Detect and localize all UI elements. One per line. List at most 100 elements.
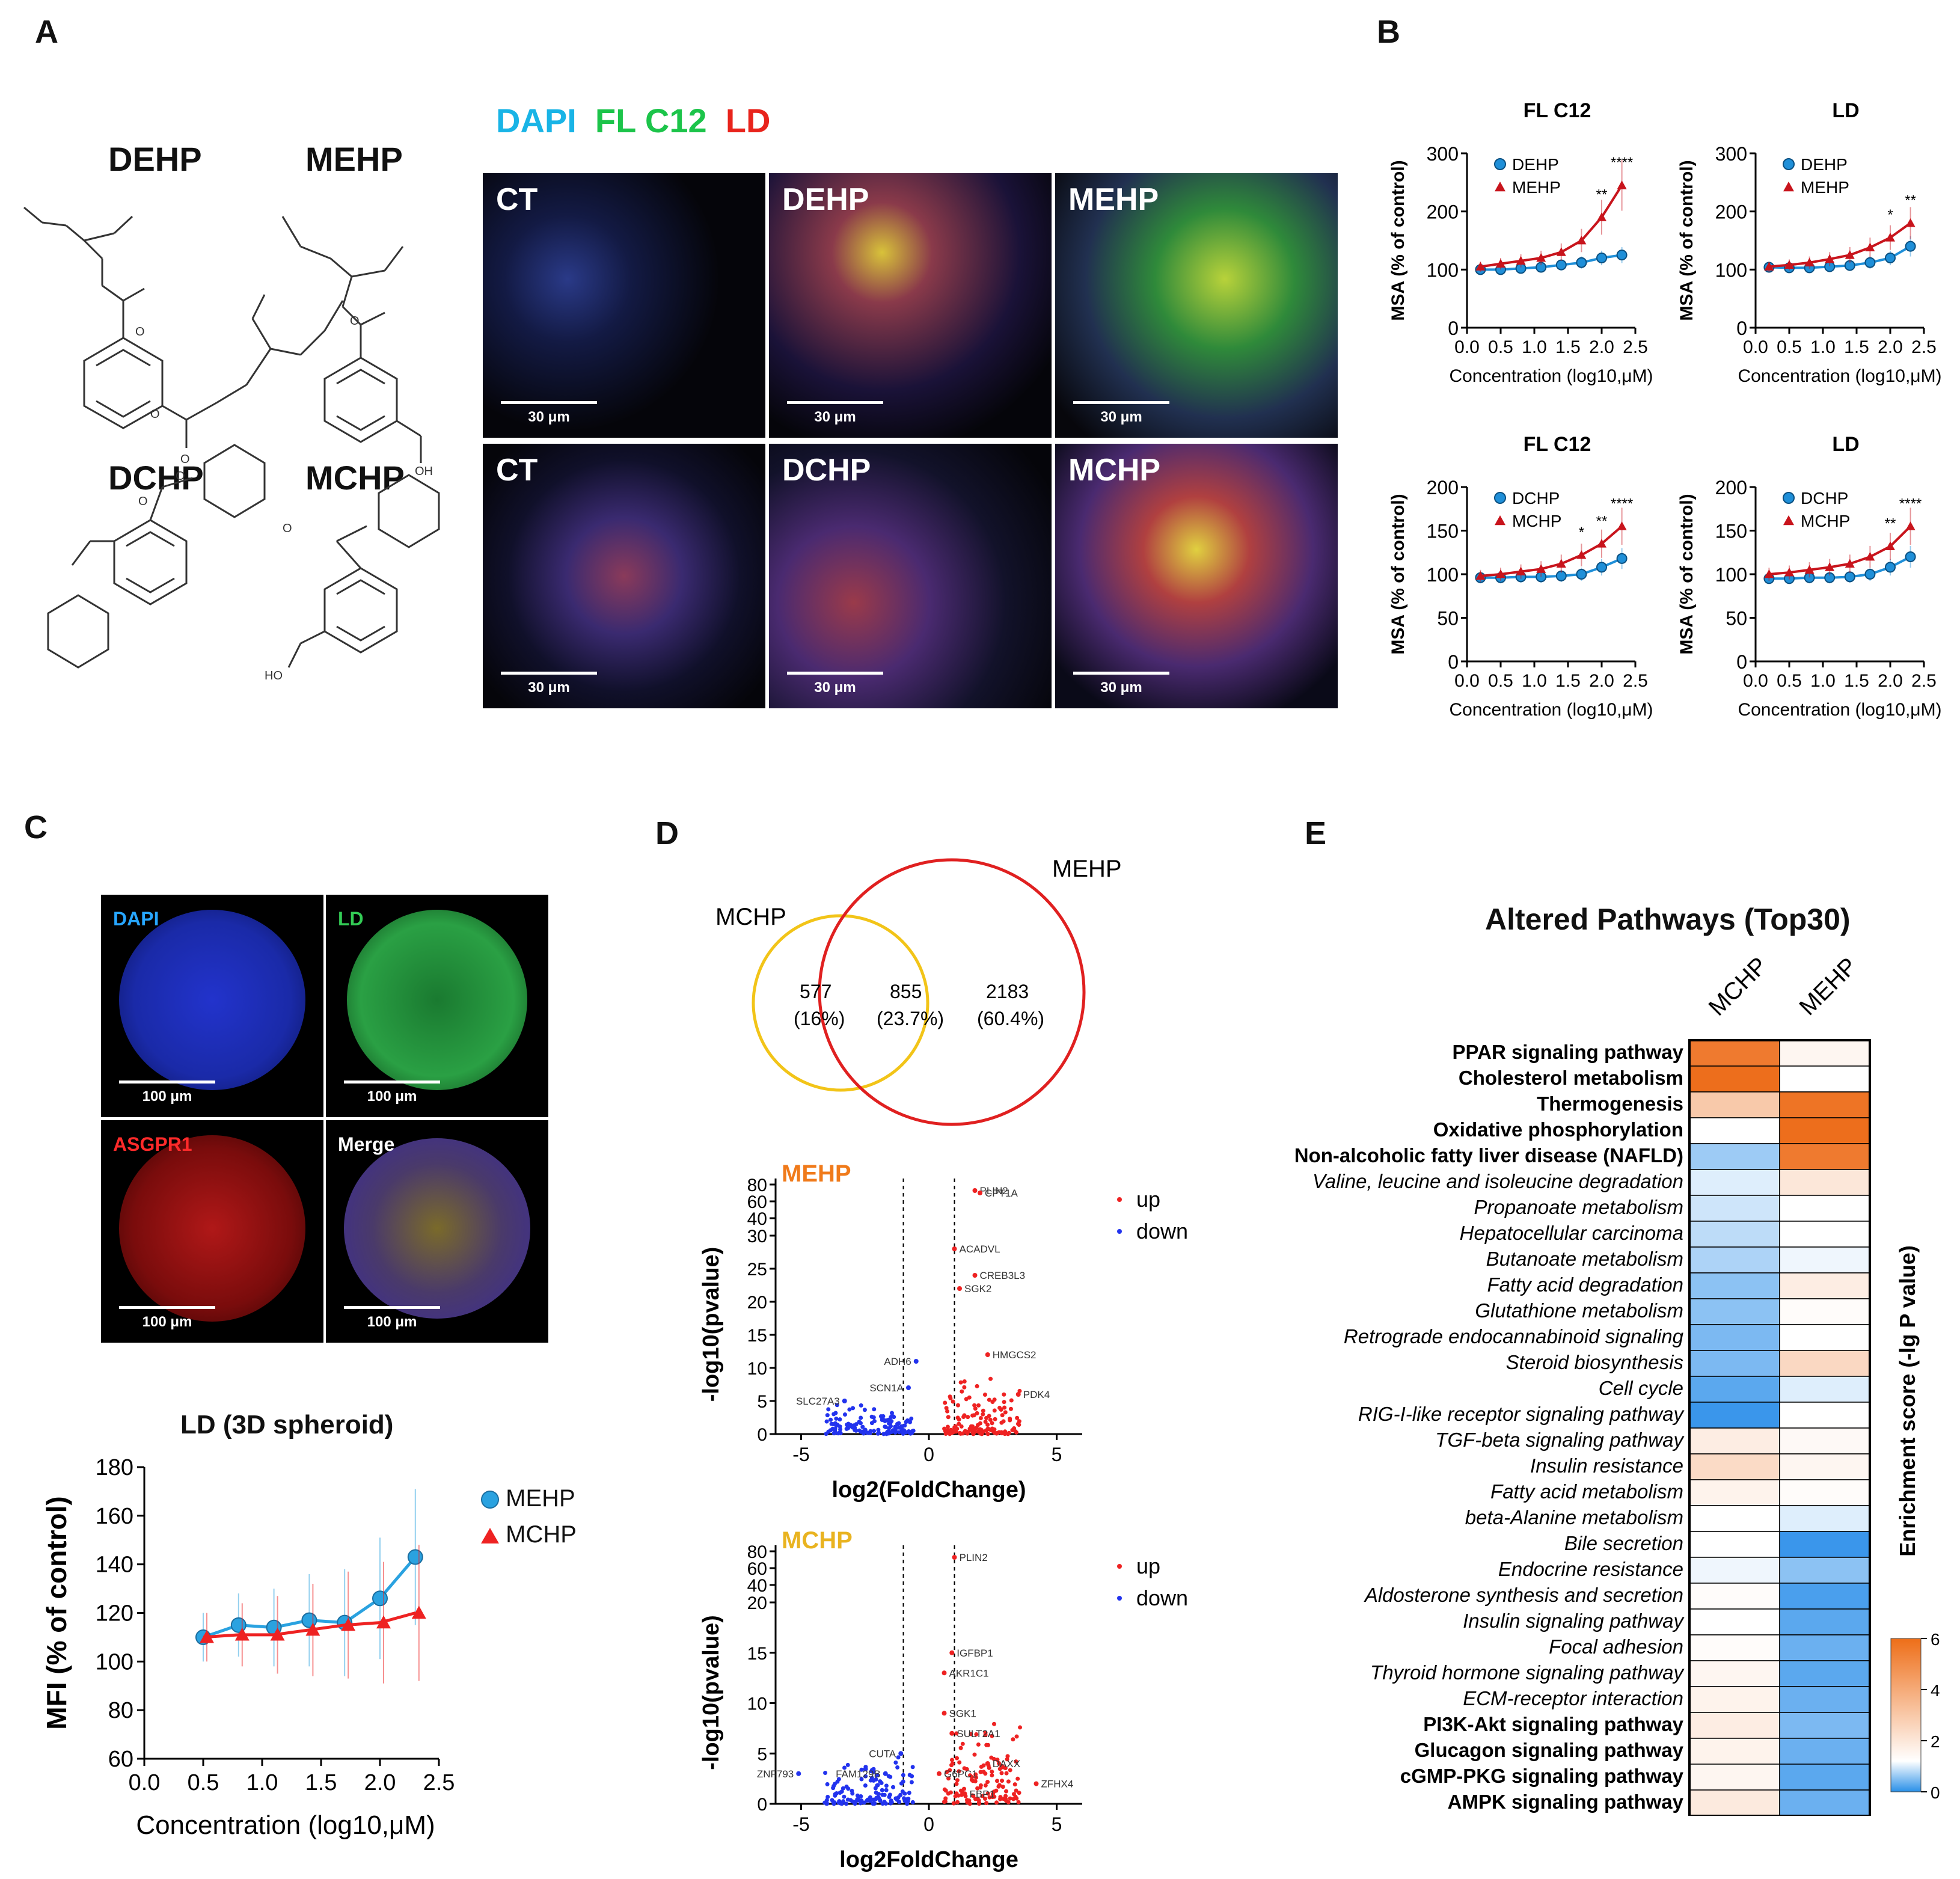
data-point [1536,262,1547,273]
gene-label: PLIN2 [980,1185,1008,1197]
down-gene-point [884,1783,889,1788]
up-gene-point [995,1758,1000,1762]
panel-letter-c: C [24,809,47,845]
heatmap-cell-mehp [1779,1505,1870,1532]
x-tick-label: 1.5 [1844,337,1869,357]
pathway-label: Retrograde endocannabinoid signaling [1344,1325,1684,1347]
y-tick-label: 160 [96,1504,133,1529]
pathway-label: Fatty acid metabolism [1490,1480,1683,1503]
down-gene-point [863,1774,868,1779]
volcano-title: MEHP [782,1160,851,1187]
up-gene-point [996,1784,1001,1789]
up-gene-point [978,1416,983,1421]
spheroid-asgpr1: ASGPR1 100 μm [99,1118,325,1344]
data-point [1496,259,1505,268]
x-axis-label: Concentration (log10,μM) [1449,366,1653,386]
scale-bar: 30 μm [1073,401,1169,426]
up-gene-point [990,1421,994,1426]
data-point [1804,257,1815,267]
dchp-structure [47,444,266,669]
up-gene-point [980,1794,985,1798]
heatmap-cell-mehp [1779,1402,1870,1429]
volcano-title: MCHP [782,1527,853,1554]
up-gene-point [969,1777,974,1782]
up-gene-point [997,1761,1002,1765]
x-axis-label: Concentration (log10,μM) [1449,700,1653,720]
down-gene-point [828,1417,833,1422]
spheroid-label: ASGPR1 [113,1133,192,1155]
svg-text:O: O [283,522,292,535]
svg-text:OH: OH [415,465,433,478]
legend-item-mchp: MCHP [481,1521,577,1548]
up-gene-point [955,1415,960,1420]
labeled-gene-point [796,1771,801,1776]
spheroid-label: Merge [338,1133,395,1155]
y-tick-label: 200 [1427,477,1459,498]
down-gene-point [896,1425,901,1430]
labeled-gene-point [962,1791,967,1797]
down-gene-point [875,1773,880,1777]
up-gene-point [974,1775,979,1780]
data-point [1905,551,1916,562]
scale-bar: 30 μm [787,401,883,426]
pathway-label: Oxidative phosphorylation [1433,1118,1683,1141]
up-gene-point [965,1798,970,1803]
y-axis-label: -log10(pvalue) [699,1247,724,1402]
pathway-label: beta-Alanine metabolism [1465,1506,1683,1528]
heatmap-cell-mchp [1689,1764,1780,1791]
compound-name: MEHP [305,140,403,178]
up-gene-point [975,1384,979,1388]
data-point [270,1627,285,1641]
heatmap-cell-mchp [1689,1660,1780,1687]
down-gene-point [895,1765,900,1770]
x-tick-label: 0.0 [1743,671,1768,691]
down-gene-point [831,1783,836,1788]
data-point [1596,562,1607,573]
data-point [376,1615,391,1629]
heatmap-cell-mehp [1779,1091,1870,1118]
colorbar-label: Enrichment score (-lg P value) [1895,1245,1920,1556]
data-point [1617,521,1627,530]
down-gene-point [883,1424,887,1429]
down-gene-point [874,1777,878,1782]
data-point [301,1612,317,1628]
down-gene-point [900,1429,905,1434]
down-gene-point [889,1411,894,1415]
down-gene-point [861,1431,866,1436]
heatmap-cell-mchp [1689,1686,1780,1713]
line-chart-flc12-dehp-mehp: FL C12 0 100 200 300 0.0 0.5 1.0 1.5 2.0 2.5 Concen… [1388,99,1653,386]
data-point [1804,565,1815,574]
y-tick-label: 15 [747,1326,767,1346]
down-gene-point [879,1780,884,1785]
up-gene-point [1014,1759,1018,1764]
colorbar-tick-label: 2 [1931,1732,1940,1751]
up-gene-point [1000,1765,1005,1770]
y-tick-label: 80 [747,1542,767,1562]
x-tick-label: 1.0 [1810,671,1836,691]
down-gene-point [846,1786,851,1791]
down-gene-point [839,1789,844,1794]
up-gene-point [945,1770,949,1774]
down-gene-point [873,1786,878,1791]
heatmap-cell-mchp [1689,1505,1780,1532]
up-gene-point [999,1771,1004,1776]
pathway-label: cGMP-PKG signaling pathway [1400,1765,1684,1787]
y-tick-label: 100 [96,1649,133,1675]
down-gene-point [838,1801,843,1806]
series-line-mehp [1480,185,1623,268]
heatmap-cell-mchp [1689,1789,1780,1816]
down-gene-point [825,1794,830,1799]
heatmap-cell-mchp [1689,1040,1780,1067]
down-gene-point [846,1421,851,1426]
up-gene-point [1006,1430,1011,1435]
up-gene-point [951,1801,956,1806]
venn-count: 577 [800,981,831,1002]
heatmap-cell-mehp [1779,1789,1870,1816]
data-point [1555,570,1567,581]
x-tick-label: 0.0 [1454,671,1480,691]
heatmap-cell-mchp [1689,1634,1780,1661]
chart-title: FL C12 [1524,433,1591,456]
y-tick-label: 100 [1715,564,1747,586]
down-gene-point [893,1796,898,1801]
down-gene-point [904,1430,908,1435]
